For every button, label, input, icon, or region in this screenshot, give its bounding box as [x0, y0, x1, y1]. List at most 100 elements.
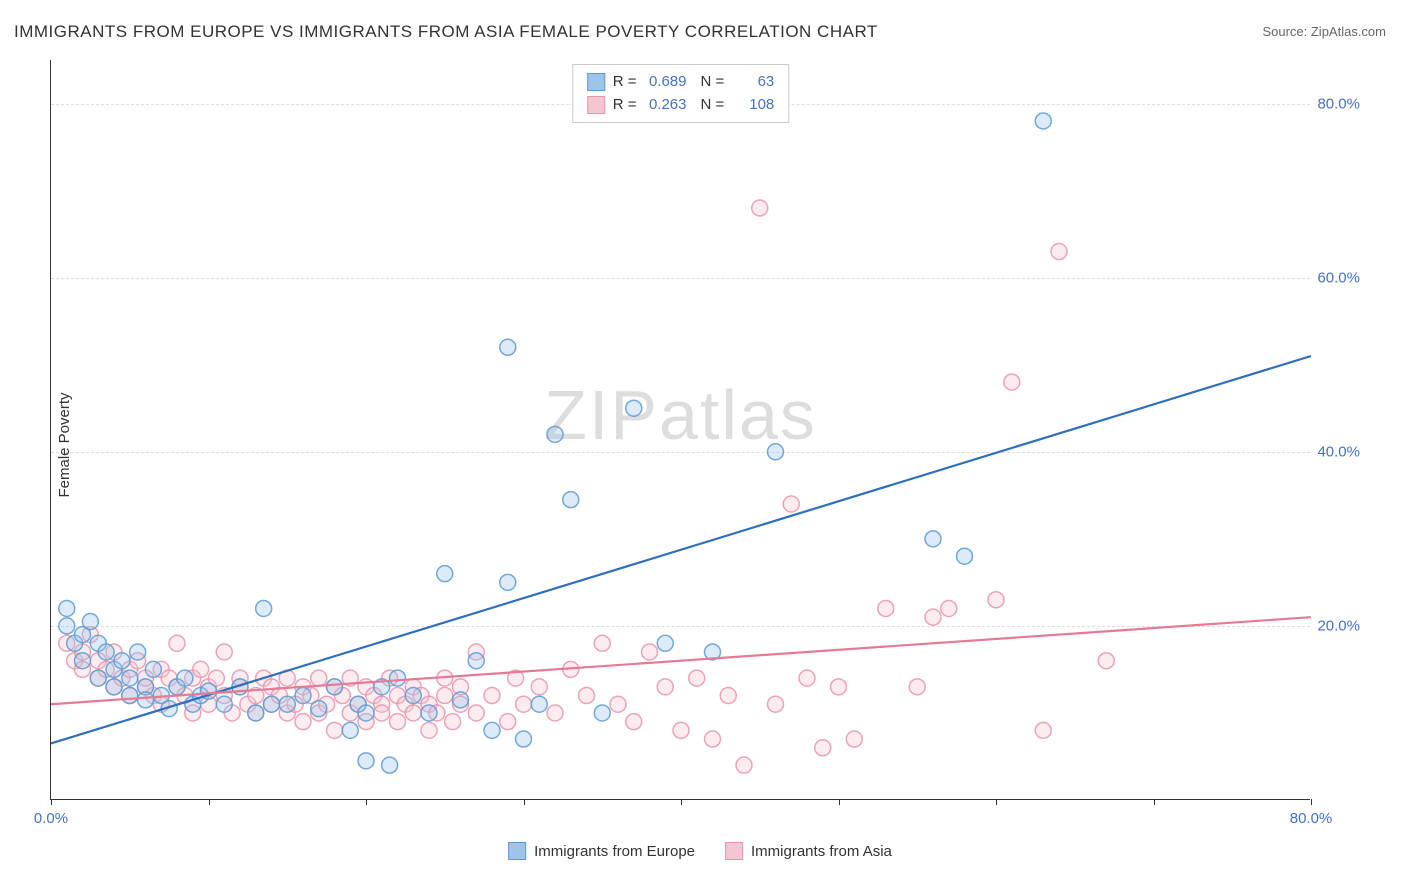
scatter-point	[925, 609, 941, 625]
trend-line	[51, 617, 1311, 704]
legend-swatch-asia	[587, 96, 605, 114]
legend-row-europe: R = 0.689 N = 63	[587, 71, 775, 94]
scatter-point	[878, 600, 894, 616]
scatter-point	[563, 492, 579, 508]
scatter-point	[248, 705, 264, 721]
scatter-point	[169, 635, 185, 651]
scatter-point	[138, 692, 154, 708]
n-label: N =	[701, 94, 725, 117]
scatter-point	[216, 644, 232, 660]
scatter-point	[500, 574, 516, 590]
scatter-point	[941, 600, 957, 616]
scatter-point	[516, 696, 532, 712]
scatter-point	[59, 618, 75, 634]
scatter-point	[657, 679, 673, 695]
legend-swatch-europe	[587, 73, 605, 91]
scatter-point	[799, 670, 815, 686]
scatter-point	[90, 670, 106, 686]
scatter-point	[421, 722, 437, 738]
r-value-asia: 0.263	[645, 94, 687, 117]
scatter-point	[193, 661, 209, 677]
scatter-point	[405, 688, 421, 704]
scatter-point	[122, 670, 138, 686]
scatter-point	[988, 592, 1004, 608]
scatter-point	[295, 714, 311, 730]
x-tick-label: 0.0%	[34, 810, 68, 827]
plot-area: ZIPatlas R = 0.689 N = 63 R = 0.263 N = …	[50, 60, 1310, 800]
scatter-point	[468, 705, 484, 721]
bottom-legend-asia: Immigrants from Asia	[725, 842, 892, 860]
y-tick-label: 40.0%	[1312, 443, 1360, 460]
scatter-point	[815, 740, 831, 756]
scatter-point	[783, 496, 799, 512]
scatter-point	[626, 400, 642, 416]
r-label: R =	[613, 71, 637, 94]
bottom-legend-europe: Immigrants from Europe	[508, 842, 695, 860]
r-value-europe: 0.689	[645, 71, 687, 94]
correlation-legend: R = 0.689 N = 63 R = 0.263 N = 108	[572, 64, 790, 123]
scatter-point	[130, 644, 146, 660]
x-tick-label: 80.0%	[1290, 810, 1333, 827]
source-value: ZipAtlas.com	[1311, 24, 1386, 39]
scatter-point	[382, 757, 398, 773]
scatter-point	[374, 705, 390, 721]
scatter-point	[500, 339, 516, 355]
scatter-point	[626, 714, 642, 730]
scatter-point	[500, 714, 516, 730]
chart-title: IMMIGRANTS FROM EUROPE VS IMMIGRANTS FRO…	[14, 22, 878, 42]
scatter-point	[909, 679, 925, 695]
y-tick-label: 80.0%	[1312, 95, 1360, 112]
y-tick-label: 60.0%	[1312, 269, 1360, 286]
scatter-point	[768, 444, 784, 460]
scatter-point	[390, 714, 406, 730]
source-attribution: Source: ZipAtlas.com	[1262, 24, 1386, 39]
scatter-point	[720, 688, 736, 704]
legend-label-asia: Immigrants from Asia	[751, 843, 892, 860]
scatter-point	[673, 722, 689, 738]
scatter-point	[484, 722, 500, 738]
scatter-point	[1004, 374, 1020, 390]
scatter-point	[1051, 244, 1067, 260]
scatter-point	[256, 600, 272, 616]
legend-label-europe: Immigrants from Europe	[534, 843, 695, 860]
scatter-point	[122, 688, 138, 704]
scatter-point	[82, 614, 98, 630]
scatter-point	[547, 705, 563, 721]
scatter-point	[531, 696, 547, 712]
x-tick	[1311, 799, 1312, 805]
scatter-point	[437, 688, 453, 704]
scatter-point	[957, 548, 973, 564]
scatter-point	[264, 696, 280, 712]
scatter-point	[59, 600, 75, 616]
scatter-point	[311, 701, 327, 717]
n-label: N =	[701, 71, 725, 94]
scatter-point	[1035, 722, 1051, 738]
scatter-point	[484, 688, 500, 704]
scatter-point	[295, 688, 311, 704]
scatter-point	[75, 653, 91, 669]
n-value-europe: 63	[732, 71, 774, 94]
scatter-point	[547, 426, 563, 442]
scatter-point	[216, 696, 232, 712]
scatter-point	[453, 692, 469, 708]
scatter-point	[594, 705, 610, 721]
scatter-point	[342, 722, 358, 738]
scatter-point	[445, 714, 461, 730]
scatter-point	[689, 670, 705, 686]
scatter-point	[421, 705, 437, 721]
scatter-point	[642, 644, 658, 660]
scatter-point	[358, 753, 374, 769]
scatter-point	[579, 688, 595, 704]
r-label: R =	[613, 94, 637, 117]
scatter-point	[327, 722, 343, 738]
scatter-point	[610, 696, 626, 712]
scatter-point	[768, 696, 784, 712]
scatter-point	[752, 200, 768, 216]
bottom-legend: Immigrants from Europe Immigrants from A…	[508, 842, 892, 860]
scatter-point	[405, 705, 421, 721]
scatter-point	[145, 661, 161, 677]
scatter-point	[114, 653, 130, 669]
n-value-asia: 108	[732, 94, 774, 117]
scatter-point	[657, 635, 673, 651]
scatter-point	[327, 679, 343, 695]
